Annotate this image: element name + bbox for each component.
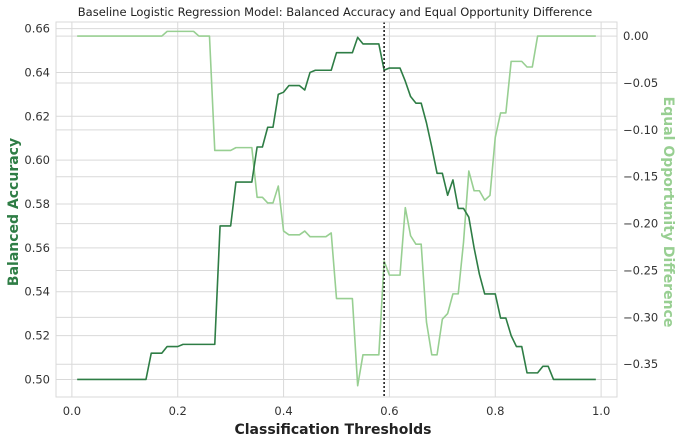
right-y-tick-label: 0.00 xyxy=(623,29,649,43)
left-y-tick-label: 0.56 xyxy=(24,241,50,255)
x-tick-label: 0.0 xyxy=(63,404,81,418)
left-y-tick-label: 0.50 xyxy=(24,372,50,386)
right-y-tick-label: −0.15 xyxy=(623,170,658,184)
left-y-axis-label: Balanced Accuracy xyxy=(6,138,22,286)
right-y-tick-label: −0.35 xyxy=(623,357,658,371)
x-tick-label: 0.4 xyxy=(274,404,292,418)
right-y-tick-label: −0.05 xyxy=(623,76,658,90)
axes-layer: 0.0 0.2 0.4 0.6 0.8 1.0 0.50 0.52 0.54 0.56 0.58 0.… xyxy=(24,21,658,418)
x-tick-label: 0.2 xyxy=(169,404,187,418)
right-y-tick-label: −0.30 xyxy=(623,310,658,324)
chart-title: Baseline Logistic Regression Model: Bala… xyxy=(78,5,592,19)
grid-layer xyxy=(56,22,617,397)
left-y-tick-label: 0.66 xyxy=(24,22,50,36)
left-y-tick-label: 0.58 xyxy=(24,197,50,211)
left-y-tick-label: 0.64 xyxy=(24,65,50,79)
equal-opportunity-difference-line xyxy=(77,30,596,387)
right-y-tick-label: −0.10 xyxy=(623,123,658,137)
x-tick-label: 0.6 xyxy=(380,404,398,418)
right-y-axis-label: Equal Opportunity Difference xyxy=(660,97,676,328)
right-y-tick-label: −0.25 xyxy=(623,263,658,277)
balanced-accuracy-line xyxy=(77,36,596,381)
x-axis-label: Classification Thresholds xyxy=(234,422,431,438)
left-y-tick-label: 0.60 xyxy=(24,153,50,167)
x-tick-label: 1.0 xyxy=(592,404,610,418)
x-tick-label: 0.8 xyxy=(486,404,504,418)
left-y-tick-label: 0.54 xyxy=(24,285,50,299)
left-y-tick-label: 0.52 xyxy=(24,329,50,343)
plot-frame xyxy=(55,21,618,398)
right-y-tick-label: −0.20 xyxy=(623,217,658,231)
series-layer xyxy=(77,30,596,387)
left-y-tick-label: 0.62 xyxy=(24,109,50,123)
